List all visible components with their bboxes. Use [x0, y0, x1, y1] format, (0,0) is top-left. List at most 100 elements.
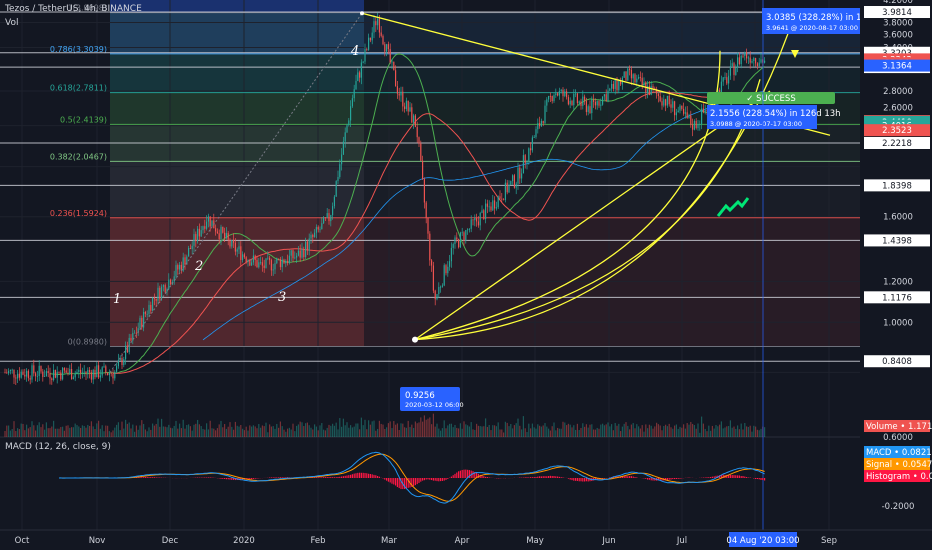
- candle-body: [657, 93, 659, 97]
- target-arrow-icon: [791, 50, 799, 58]
- candle-body: [116, 366, 118, 372]
- candle-body: [222, 226, 224, 233]
- candle-body: [314, 232, 316, 238]
- volume-bar: [161, 418, 163, 437]
- macd-histogram-bar: [342, 476, 344, 478]
- macd-histogram-bar: [222, 478, 224, 479]
- volume-bar: [337, 429, 339, 437]
- volume-bar: [665, 424, 667, 437]
- candle-body: [398, 93, 400, 96]
- volume-bar: [188, 424, 190, 437]
- volume-bar: [668, 423, 670, 437]
- time-axis[interactable]: OctNovDec2020FebMarAprMayJunJulAugSep04 …: [0, 529, 932, 550]
- volume-bar: [416, 423, 418, 437]
- time-tick: May: [526, 536, 544, 546]
- volume-bar: [247, 430, 249, 437]
- volume-bar: [98, 420, 100, 437]
- volume-bar: [125, 419, 127, 437]
- volume-bar: [488, 425, 490, 437]
- candle-body: [413, 115, 415, 123]
- volume-bar: [578, 430, 580, 437]
- volume-bar: [213, 428, 215, 437]
- candle-body: [726, 77, 728, 84]
- volume-bar: [371, 421, 373, 437]
- candle-body: [683, 108, 685, 114]
- volume-bar: [62, 426, 64, 437]
- volume-bar: [704, 428, 706, 437]
- macd-histogram-bar: [580, 478, 582, 482]
- chart-title: Tezos / TetherUS, 4h, BINANCE: [5, 4, 142, 14]
- candle-body: [641, 77, 643, 85]
- macd-histogram-bar: [530, 477, 532, 478]
- macd-histogram-bar: [659, 478, 661, 481]
- macd-histogram-bar: [474, 472, 476, 478]
- macd-histogram-bar: [247, 478, 249, 480]
- candle-body: [747, 57, 749, 59]
- candle-body: [535, 129, 537, 137]
- candle-body: [45, 371, 47, 377]
- volume-bar: [287, 428, 289, 437]
- volume-bar: [666, 426, 668, 437]
- low-date: 2020-03-12 06:00: [405, 401, 464, 409]
- candle-body: [418, 137, 420, 144]
- macd-histogram-bar: [589, 478, 591, 482]
- volume-bar: [296, 425, 298, 437]
- volume-bar: [269, 424, 271, 437]
- volume-bar: [675, 424, 677, 437]
- volume-bar: [157, 418, 159, 437]
- candle-body: [571, 100, 573, 106]
- macd-histogram-bar: [585, 478, 587, 482]
- wave-label: 1: [113, 292, 121, 307]
- candle-body: [40, 365, 42, 372]
- volume-bar: [699, 432, 701, 437]
- macd-histogram-bar: [666, 478, 668, 481]
- success-badge: [707, 92, 835, 104]
- price-axis[interactable]: 4.20003.80003.60003.40002.80002.60002.22…: [860, 0, 932, 530]
- fib-zones: [110, 0, 860, 347]
- volume-bar: [528, 423, 530, 437]
- volume-bar: [398, 429, 400, 437]
- fib-zone: [110, 92, 364, 125]
- macd-histogram-bar: [324, 477, 326, 478]
- candle-body: [101, 367, 103, 376]
- volume-bar: [323, 429, 325, 437]
- macd-histogram-bar: [539, 476, 541, 478]
- candle-body: [105, 366, 107, 373]
- candle-body: [35, 373, 37, 377]
- candle-body: [299, 250, 301, 258]
- volume-bar: [159, 426, 161, 437]
- candle-body: [94, 369, 96, 378]
- macd-histogram-bar: [373, 474, 375, 478]
- fib-zone: [110, 161, 364, 218]
- volume-bar: [137, 429, 139, 437]
- candle-body: [688, 115, 690, 119]
- volume-bar: [434, 426, 436, 437]
- success-text: ✓ SUCCESS: [746, 94, 795, 104]
- fib-label: 0.236(1.5924): [50, 209, 107, 218]
- volume-bar: [44, 429, 46, 437]
- volume-bar: [26, 424, 28, 437]
- macd-histogram-bar: [450, 476, 452, 478]
- candle-body: [531, 137, 533, 151]
- support-line: [414, 90, 771, 341]
- candle-body: [216, 231, 218, 234]
- volume-bar: [548, 428, 550, 437]
- volume-bar: [564, 422, 566, 437]
- volume-bar: [99, 428, 101, 437]
- volume-bar: [301, 422, 303, 437]
- candle-body: [200, 230, 202, 237]
- macd-histogram-bar: [726, 474, 728, 478]
- volume-bar: [362, 425, 364, 437]
- level-badge-text: 1.4398: [882, 236, 912, 246]
- candle-body: [378, 18, 380, 33]
- macd-histogram-bar: [143, 477, 145, 478]
- volume-bar: [468, 426, 470, 437]
- volume-bar: [598, 428, 600, 437]
- macd-histogram-bar: [335, 477, 337, 478]
- volume-bar: [292, 423, 294, 437]
- volume-bar: [611, 424, 613, 437]
- macd-histogram-bar: [398, 478, 400, 489]
- candle-body: [4, 372, 6, 374]
- volume-bar: [738, 429, 740, 437]
